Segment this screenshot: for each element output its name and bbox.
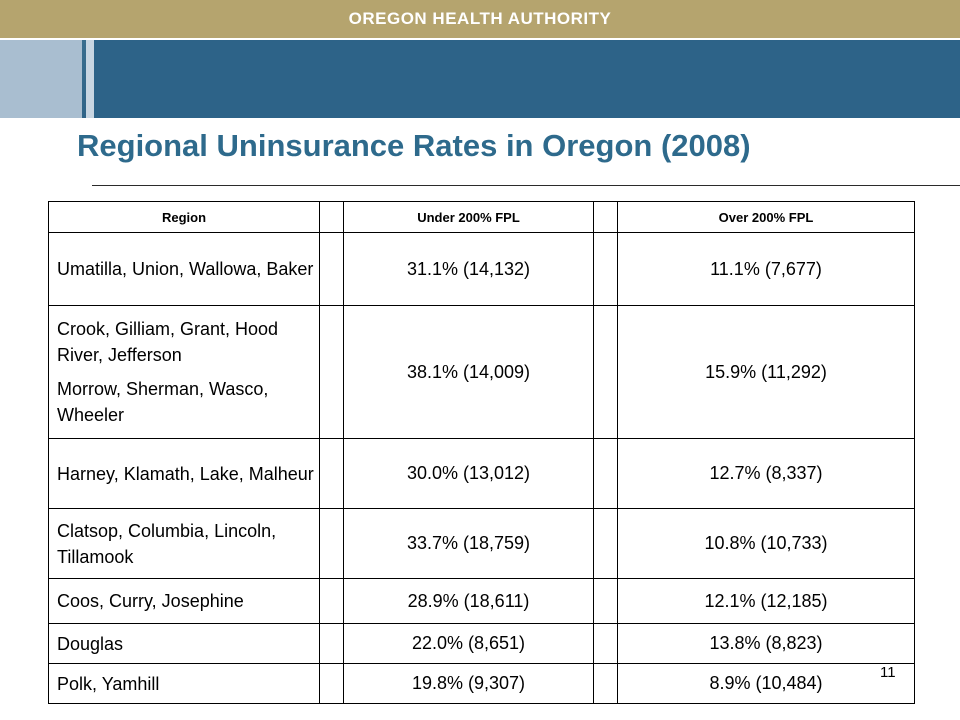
spacer-cell [593, 578, 618, 624]
over-200-cell: 15.9% (11,292) [617, 305, 915, 439]
spacer-cell [319, 623, 344, 664]
under-200-cell: 22.0% (8,651) [343, 623, 594, 664]
region-cell: Umatilla, Union, Wallowa, Baker [48, 232, 320, 306]
region-cell: Harney, Klamath, Lake, Malheur [48, 438, 320, 509]
region-cell: Clatsop, Columbia, Lincoln, Tillamook [48, 508, 320, 579]
table-row: Douglas 22.0% (8,651) 13.8% (8,823) [48, 623, 915, 664]
spacer-cell [319, 438, 344, 509]
header-under-200: Under 200% FPL [343, 201, 594, 233]
under-200-cell: 33.7% (18,759) [343, 508, 594, 579]
table-row: Crook, Gilliam, Grant, Hood River, Jeffe… [48, 305, 915, 439]
header-spacer [593, 201, 618, 233]
region-cell: Crook, Gilliam, Grant, Hood River, Jeffe… [48, 305, 320, 439]
org-name: OREGON HEALTH AUTHORITY [348, 9, 612, 28]
header-region: Region [48, 201, 320, 233]
under-200-cell: 19.8% (9,307) [343, 663, 594, 704]
banner-stripe [86, 40, 94, 118]
spacer-cell [593, 623, 618, 664]
banner-light-block [0, 40, 82, 118]
uninsurance-table: Region Under 200% FPL Over 200% FPL Umat… [48, 201, 915, 704]
spacer-cell [593, 663, 618, 704]
page-number: 11 [880, 664, 896, 681]
header-over-200: Over 200% FPL [617, 201, 915, 233]
banner-blue-panel [94, 40, 960, 118]
table-row: Harney, Klamath, Lake, Malheur 30.0% (13… [48, 438, 915, 509]
spacer-cell [593, 305, 618, 439]
spacer-cell [593, 508, 618, 579]
spacer-cell [319, 663, 344, 704]
spacer-cell [319, 508, 344, 579]
under-200-cell: 28.9% (18,611) [343, 578, 594, 624]
over-200-cell: 8.9% (10,484) [617, 663, 915, 704]
over-200-cell: 12.7% (8,337) [617, 438, 915, 509]
table-header-row: Region Under 200% FPL Over 200% FPL [48, 201, 915, 233]
spacer-cell [319, 578, 344, 624]
header-bar: OREGON HEALTH AUTHORITY [0, 0, 960, 38]
spacer-cell [593, 438, 618, 509]
region-cell: Douglas [48, 623, 320, 664]
under-200-cell: 38.1% (14,009) [343, 305, 594, 439]
spacer-cell [319, 232, 344, 306]
over-200-cell: 10.8% (10,733) [617, 508, 915, 579]
header-spacer [319, 201, 344, 233]
region-cell: Polk, Yamhill [48, 663, 320, 704]
table-row: Coos, Curry, Josephine 28.9% (18,611) 12… [48, 578, 915, 624]
table-row: Polk, Yamhill 19.8% (9,307) 8.9% (10,484… [48, 663, 915, 704]
over-200-cell: 13.8% (8,823) [617, 623, 915, 664]
spacer-cell [593, 232, 618, 306]
under-200-cell: 30.0% (13,012) [343, 438, 594, 509]
spacer-cell [319, 305, 344, 439]
over-200-cell: 11.1% (7,677) [617, 232, 915, 306]
over-200-cell: 12.1% (12,185) [617, 578, 915, 624]
region-cell: Coos, Curry, Josephine [48, 578, 320, 624]
table-row: Clatsop, Columbia, Lincoln, Tillamook 33… [48, 508, 915, 579]
decorative-banner [0, 40, 960, 118]
under-200-cell: 31.1% (14,132) [343, 232, 594, 306]
table-row: Umatilla, Union, Wallowa, Baker 31.1% (1… [48, 232, 915, 306]
slide-title: Regional Uninsurance Rates in Oregon (20… [77, 128, 751, 163]
title-divider [92, 185, 960, 186]
